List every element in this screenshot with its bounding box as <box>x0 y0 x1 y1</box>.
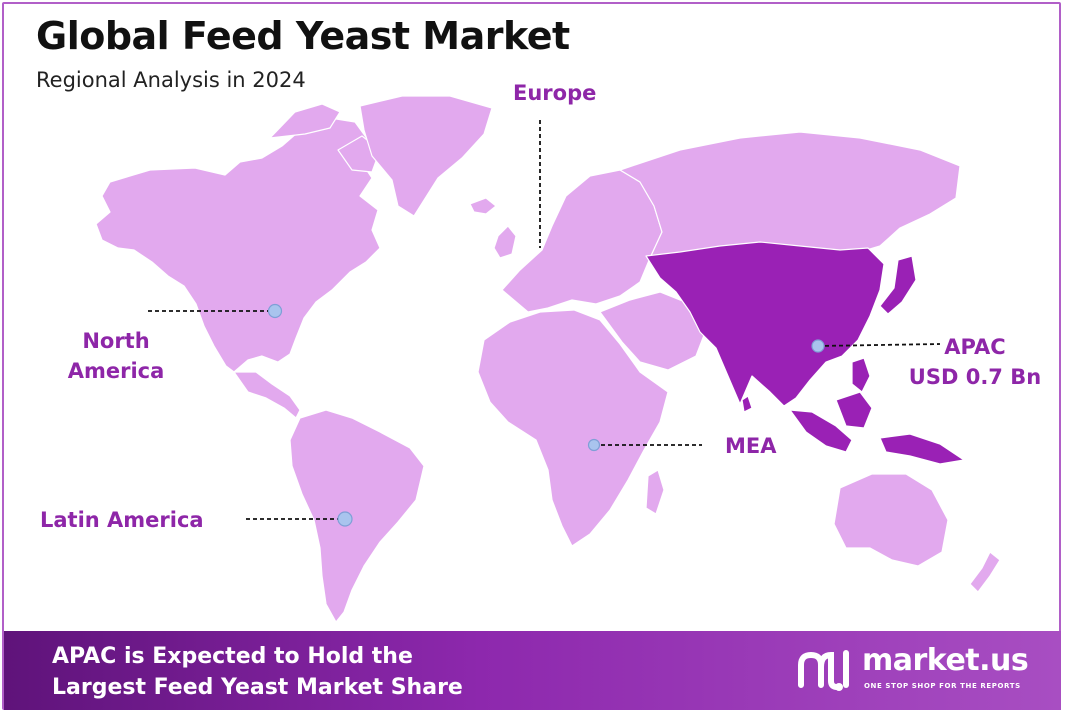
apac-mainland-land <box>645 241 885 407</box>
madagascar-land <box>645 469 665 515</box>
north-america-marker <box>267 303 283 319</box>
new-zealand-land <box>969 551 1001 593</box>
australia-land <box>833 473 949 567</box>
arctic-islands-land <box>269 103 341 139</box>
label-north-america-line2: America <box>67 359 165 383</box>
new-guinea-land <box>879 433 965 465</box>
apac-marker <box>811 339 825 353</box>
japan-land <box>879 255 917 315</box>
label-latin-america: Latin America <box>40 508 204 532</box>
brand-tagline: ONE STOP SHOP FOR THE REPORTS <box>864 682 1021 690</box>
label-europe: Europe <box>513 81 597 105</box>
central-america-land <box>233 371 301 419</box>
apac-leader-line <box>817 343 941 347</box>
label-apac: APAC USD 0.7 Bn <box>900 332 1050 392</box>
southeast-asia-islands-land <box>789 409 853 453</box>
label-apac-line2: USD 0.7 Bn <box>908 365 1042 389</box>
brand-name: market.us <box>862 643 1029 678</box>
greenland-land <box>359 95 493 217</box>
page-subtitle: Regional Analysis in 2024 <box>36 68 306 92</box>
africa-land <box>477 309 669 547</box>
uk-land <box>493 225 517 259</box>
middle-east-land <box>599 291 707 371</box>
philippines-land <box>851 357 871 393</box>
europe-land <box>501 169 663 313</box>
label-north-america-line1: North <box>82 329 150 353</box>
latin-america-marker <box>337 511 353 527</box>
footer-message: APAC is Expected to Hold the Largest Fee… <box>52 641 463 703</box>
label-north-america: North America <box>54 326 178 386</box>
market-us-logo-icon <box>798 650 849 691</box>
iceland-land <box>469 197 497 215</box>
south-america-land <box>289 409 425 623</box>
footer-line2: Largest Feed Yeast Market Share <box>52 675 463 700</box>
brand-logo: market.us ONE STOP SHOP FOR THE REPORTS <box>796 643 1046 697</box>
page-title: Global Feed Yeast Market <box>36 14 570 58</box>
borneo-land <box>835 391 873 429</box>
footer-line1: APAC is Expected to Hold the <box>52 644 413 669</box>
footer-banner: APAC is Expected to Hold the Largest Fee… <box>4 631 1061 710</box>
sri-lanka-land <box>741 395 753 413</box>
russia-land <box>619 131 961 259</box>
label-mea: MEA <box>725 434 777 458</box>
mea-marker <box>587 438 601 452</box>
label-apac-line1: APAC <box>944 335 1006 359</box>
